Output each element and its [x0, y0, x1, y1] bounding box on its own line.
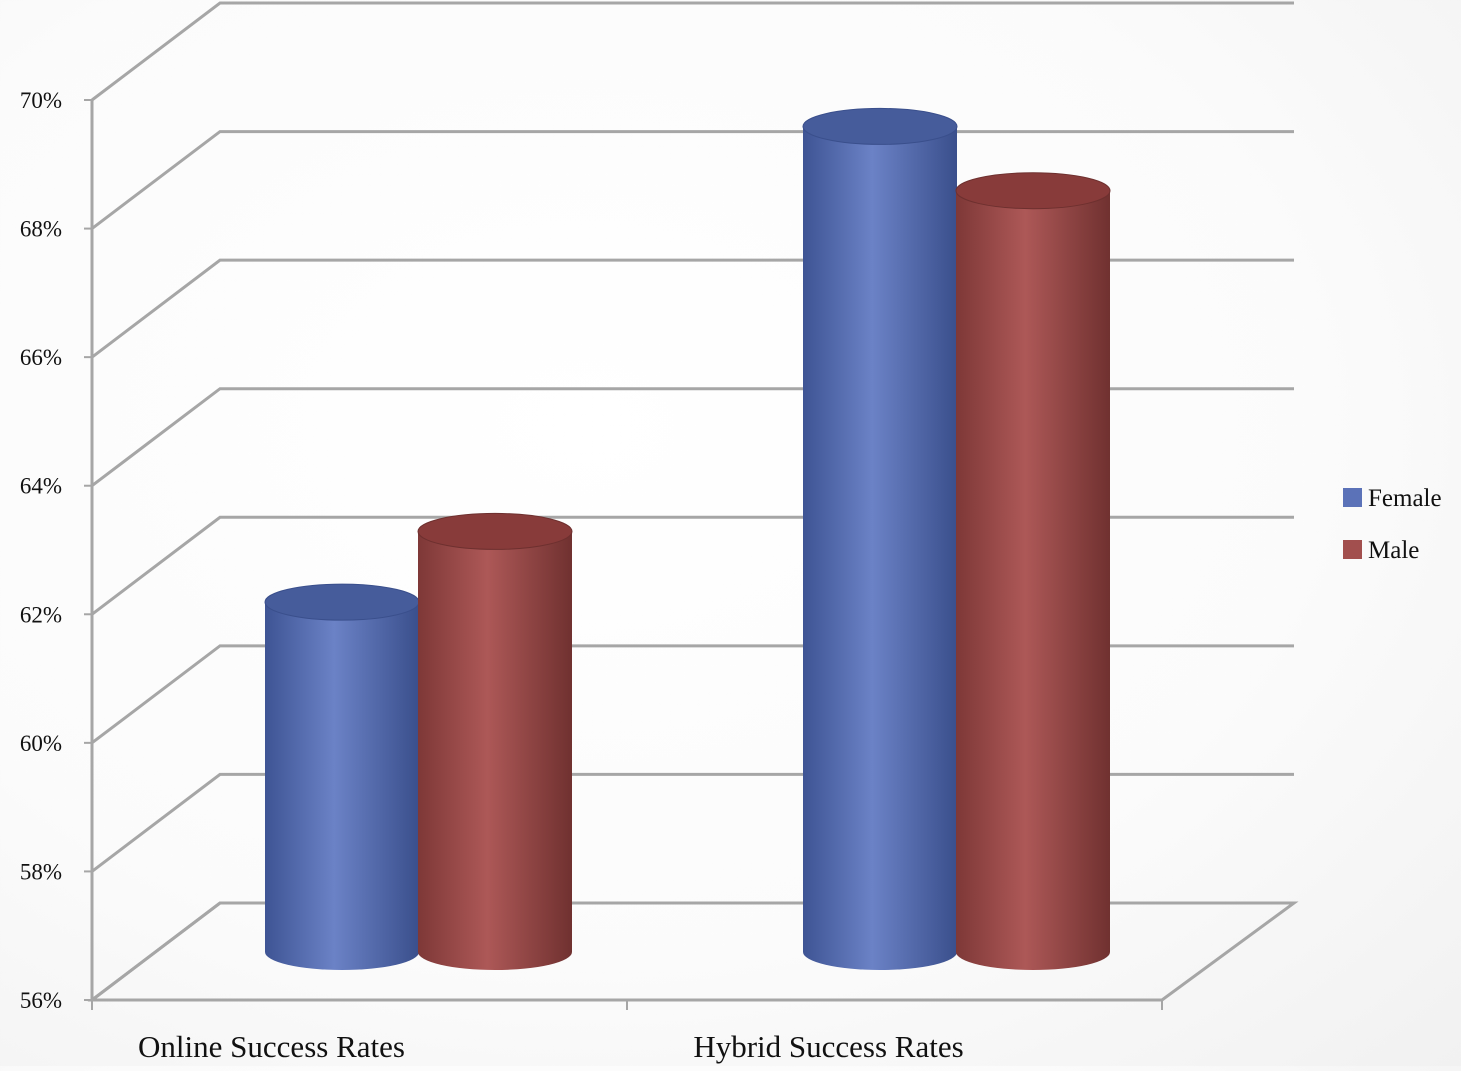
gridline — [91, 1, 1294, 102]
y-tick-label: 60% — [20, 731, 62, 756]
legend-item-female: Female — [1343, 485, 1442, 512]
y-tick-label: 58% — [20, 859, 62, 884]
bar-female-1 — [264, 583, 420, 970]
gridline — [91, 387, 1294, 487]
y-tick-label: 62% — [20, 602, 62, 627]
legend-swatch — [1343, 540, 1362, 559]
bar-body — [956, 190, 1110, 970]
y-tick-label: 64% — [20, 474, 62, 499]
bar-male-2 — [955, 172, 1111, 970]
y-tick-label: 56% — [20, 988, 62, 1013]
bar-male-1 — [417, 512, 573, 970]
gridline — [91, 130, 1294, 230]
y-tick-label: 66% — [20, 345, 62, 370]
labels: 56% 58% 60% 62% 64% 66% 68% 70% Online Success R… — [20, 88, 964, 1064]
bar-top — [955, 172, 1111, 210]
bar-female-2 — [802, 107, 958, 970]
grid — [91, 1, 1294, 1002]
axes — [84, 99, 1299, 1010]
legend-item-male: Male — [1343, 537, 1419, 564]
bar-body — [803, 126, 957, 970]
bar-top — [264, 583, 420, 621]
legend: Female Male — [1343, 485, 1442, 564]
legend-label: Male — [1368, 537, 1419, 564]
gridline — [91, 258, 1294, 359]
legend-swatch — [1343, 488, 1362, 507]
y-tick-label: 70% — [20, 88, 62, 113]
chart-floor — [87, 901, 1299, 1002]
x-tick-label: Hybrid Success Rates — [693, 1029, 963, 1064]
y-tick-label: 68% — [20, 217, 62, 242]
bar-top — [802, 107, 958, 145]
x-tick-label: Online Success Rates — [138, 1029, 405, 1064]
bar-top — [417, 512, 573, 550]
legend-label: Female — [1368, 485, 1442, 512]
bars — [264, 107, 1111, 970]
bar-body — [265, 602, 419, 970]
bar-body — [418, 531, 572, 970]
